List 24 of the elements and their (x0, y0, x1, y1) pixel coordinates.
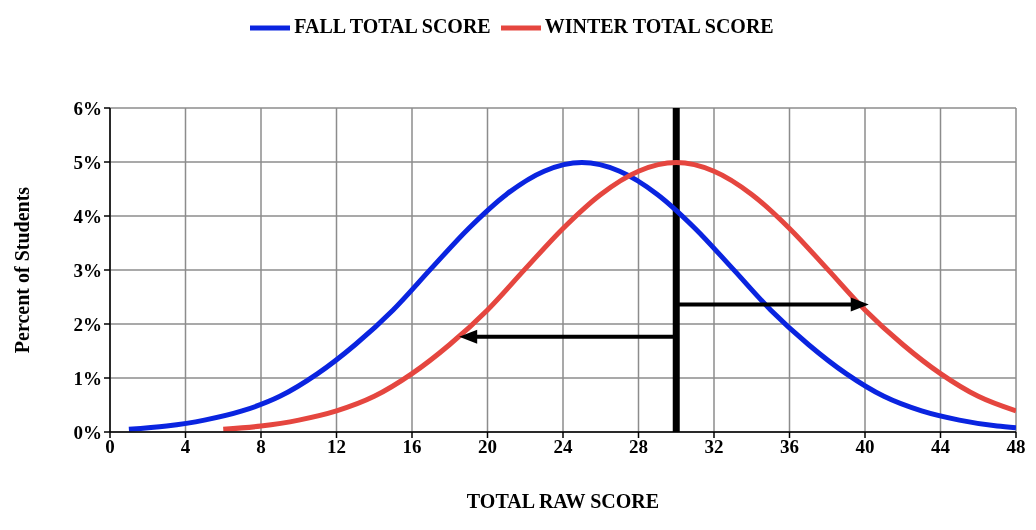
y-tick-label: 2% (73, 313, 102, 335)
x-tick-label: 24 (553, 436, 573, 458)
x-tick-label: 28 (629, 436, 648, 458)
x-tick-label: 44 (931, 436, 951, 458)
x-tick-label: 12 (327, 436, 346, 458)
y-axis-title: Percent of Students (11, 186, 34, 354)
x-tick-label: 8 (256, 436, 266, 458)
x-tick-label: 32 (704, 436, 724, 458)
legend-label: WINTER TOTAL SCORE (544, 14, 774, 37)
x-tick-label: 16 (402, 436, 422, 458)
y-tick-label: 3% (73, 259, 102, 281)
y-tick-label: 6% (73, 97, 102, 119)
x-tick-label: 36 (780, 436, 799, 458)
y-tick-label: 4% (73, 205, 102, 227)
x-tick-label: 0 (105, 436, 115, 458)
x-tick-label: 20 (478, 436, 497, 458)
x-tick-label: 40 (855, 436, 875, 458)
legend-label: FALL TOTAL SCORE (294, 14, 491, 37)
x-tick-label: 4 (180, 436, 191, 458)
y-tick-label: 5% (73, 151, 102, 173)
y-tick-label: 0% (73, 421, 102, 443)
x-axis-title: TOTAL RAW SCORE (466, 490, 660, 512)
x-tick-label: 48 (1006, 436, 1026, 458)
y-tick-label: 1% (73, 367, 102, 389)
